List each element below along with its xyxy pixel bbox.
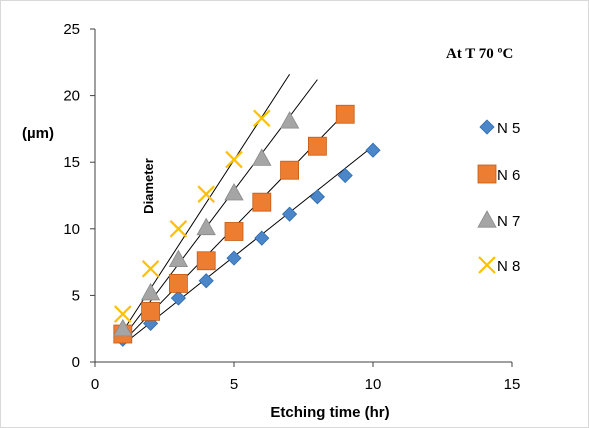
legend: At T 70 ºC N 5 N 6 N 7 N 8 [446,46,520,275]
point-n8 [114,305,132,323]
legend-marker-square [477,164,497,184]
fit-line-n5 [122,145,374,346]
y-tick-label: 25 [63,21,80,38]
point-n6 [252,192,272,212]
point-n7 [113,318,133,337]
point-n8 [253,109,271,128]
fit-lines [122,74,374,346]
y-tick-label: 10 [63,221,80,238]
point-n5 [365,142,381,158]
x-tick-label: 15 [504,376,521,393]
point-n8 [197,185,215,203]
y-tick-label: 5 [72,287,80,304]
legend-marker-diamond [479,119,495,135]
point-n8 [225,150,243,169]
y-tick-label: 0 [72,354,80,371]
point-n6 [141,301,161,321]
point-n6 [224,222,244,241]
diameter-annotation: Diameter [141,158,156,214]
x-axis-title: Etching time (hr) [270,404,389,421]
y-ticks: 0 5 10 15 20 25 [63,21,95,371]
point-n7 [168,249,189,268]
legend-item: N 8 [478,256,520,275]
legend-marker-x [478,256,496,274]
x-tick-label: 10 [365,376,382,393]
legend-item: N 6 [477,164,520,184]
point-n6 [168,274,188,293]
point-n7 [252,148,272,166]
point-n5 [254,230,270,246]
point-n7 [196,217,216,236]
point-n7 [224,183,244,201]
point-n5 [226,250,242,266]
point-n6 [196,251,216,271]
point-n6 [335,104,355,124]
point-n5 [170,290,186,306]
point-n5 [309,189,325,205]
legend-items: N 5 N 6 N 7 N 8 [477,119,520,275]
point-n5 [198,273,214,289]
point-n5 [282,206,298,222]
x-tick-label: 0 [91,376,99,393]
y-axis-title: (µm) [22,125,54,142]
point-n8 [141,259,160,278]
legend-label: N 6 [497,167,520,184]
legend-title: At T 70 ºC [446,46,513,62]
legend-item: N 5 [479,119,520,137]
y-tick-label: 20 [63,88,80,105]
axes [94,29,512,363]
point-n6 [307,136,327,156]
point-n5 [337,167,353,184]
x-tick-label: 5 [230,376,238,393]
y-tick-label: 15 [63,154,80,171]
point-n7 [279,111,300,129]
point-n8 [169,220,188,238]
x-ticks: 0 5 10 15 [91,362,521,393]
legend-item: N 7 [477,210,520,230]
point-n7 [140,282,161,301]
legend-label: N 7 [497,213,520,230]
legend-label: N 8 [497,258,520,275]
markers [113,104,381,347]
point-n6 [280,160,300,180]
legend-marker-triangle [477,210,497,228]
legend-label: N 5 [497,120,520,137]
